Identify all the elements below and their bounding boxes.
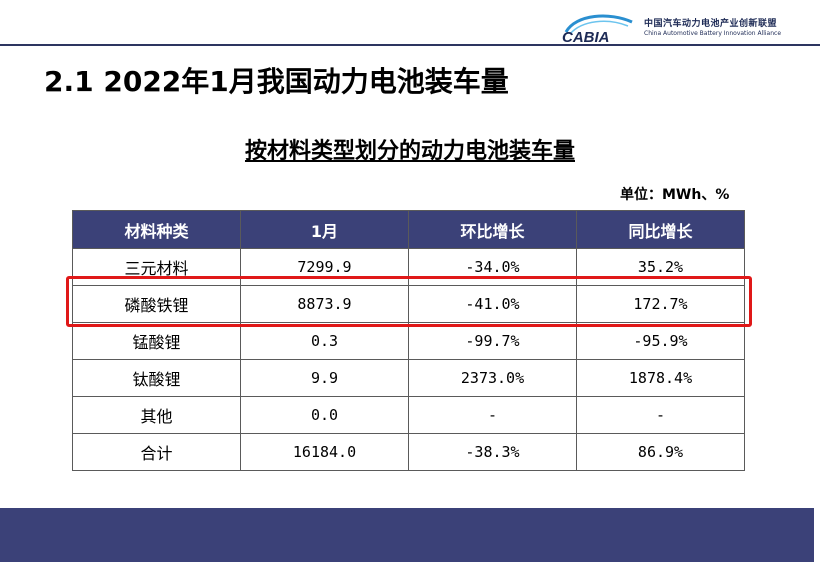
table-cell: -38.3% [408, 433, 577, 471]
table-cell: 2373.0% [408, 359, 577, 397]
table-row: 磷酸铁锂 8873.9 -41.0% 172.7% [72, 285, 745, 323]
cabia-logo: CABIA 中国汽车动力电池产业创新联盟 China Automotive Ba… [558, 10, 820, 44]
table-cell: -99.7% [408, 322, 577, 360]
table-row: 钛酸锂 9.9 2373.0% 1878.4% [72, 359, 745, 397]
table-cell: -41.0% [408, 285, 577, 323]
table-cell: 35.2% [576, 248, 745, 286]
logo-text: 中国汽车动力电池产业创新联盟 China Automotive Battery … [644, 16, 781, 37]
table-cell: 8873.9 [240, 285, 409, 323]
table-cell: 锰酸锂 [72, 322, 241, 360]
table-cell: 16184.0 [240, 433, 409, 471]
unit-label: 单位：MWh、% [620, 187, 730, 203]
table-cell: 86.9% [576, 433, 745, 471]
logo-en: China Automotive Battery Innovation Alli… [644, 30, 782, 37]
table-cell: 0.3 [240, 322, 409, 360]
table-cell: 1878.4% [576, 359, 745, 397]
logo-cn: 中国汽车动力电池产业创新联盟 [644, 19, 778, 29]
table-cell: 钛酸锂 [72, 359, 241, 397]
table-title: 按材料类型划分的动力电池装车量 [244, 139, 575, 164]
table-row: 其他 0.0 - - [72, 396, 745, 434]
cabia-logo-mark-icon: CABIA [562, 14, 633, 44]
table-cell: 172.7% [576, 285, 745, 323]
column-header: 材料种类 [72, 210, 241, 249]
table-cell: - [408, 396, 577, 434]
column-header: 1月 [240, 210, 409, 249]
column-header: 同比增长 [576, 210, 745, 249]
battery-table: 材料种类 1月 环比增长 同比增长 三元材料 7299.9 -34.0% 35.… [72, 210, 745, 471]
table-cell: -95.9% [576, 322, 745, 360]
table-cell: 0.0 [240, 396, 409, 434]
table-cell: 9.9 [240, 359, 409, 397]
section-title: 2.1 2022年1月我国动力电池装车量 [44, 65, 509, 98]
logo-mark-text: CABIA [562, 29, 610, 44]
table-cell: 三元材料 [72, 248, 241, 286]
table-cell: 磷酸铁锂 [72, 285, 241, 323]
row-highlight-box [66, 276, 752, 327]
table-header-row: 材料种类 1月 环比增长 同比增长 [72, 210, 745, 249]
column-header: 环比增长 [408, 210, 577, 249]
footer-band [0, 508, 814, 562]
table-cell: 其他 [72, 396, 241, 434]
header-rule [0, 44, 820, 46]
table-cell: 合计 [72, 433, 241, 471]
table-row: 三元材料 7299.9 -34.0% 35.2% [72, 248, 745, 286]
table-row: 合计 16184.0 -38.3% 86.9% [72, 433, 745, 471]
table-cell: - [576, 396, 745, 434]
table-row: 锰酸锂 0.3 -99.7% -95.9% [72, 322, 745, 360]
